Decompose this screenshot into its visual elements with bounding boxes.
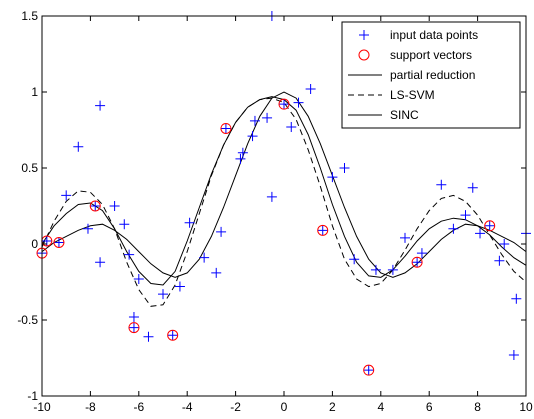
data-point [211,267,222,278]
data-point [327,172,338,183]
support-vector [484,220,496,232]
data-point [475,228,486,239]
x-tick-label: -8 [85,400,96,414]
legend-label: LS-SVM [390,88,435,102]
legend: input data points support vectors partial … [341,21,521,129]
legend-label: input data points [390,28,478,42]
support-vector [363,364,375,376]
support-vector [167,329,179,341]
x-tick-label: -10 [33,400,51,414]
y-axis-ticks: -1 -0.5 0 0.5 1 1.5 [17,9,526,403]
data-point [416,248,427,259]
x-tick-label: 0 [281,400,288,414]
support-vector [89,200,101,212]
data-point [124,249,135,260]
data-point [293,97,304,108]
y-tick-label: 0 [31,237,38,251]
y-tick-label: -1 [27,389,38,403]
support-vector [128,322,140,334]
y-tick-label: 1.5 [21,9,38,23]
data-point [511,293,522,304]
data-point [387,264,398,275]
support-vector [53,236,65,248]
data-point [167,330,178,341]
x-tick-label: 6 [426,400,433,414]
x-tick-label: -6 [133,400,144,414]
data-point [400,232,410,243]
y-tick-label: -0.5 [17,313,38,327]
x-tick-label: 2 [329,400,336,414]
data-point [249,115,260,126]
legend-item: input data points [359,28,478,42]
data-point [109,201,120,211]
data-point [235,153,246,164]
data-point [436,179,447,190]
data-point [95,100,106,111]
data-point [349,254,360,265]
support-vector [220,122,232,134]
data-point [262,112,273,123]
data-point [143,331,154,342]
data-point [370,264,381,275]
data-point [494,255,505,266]
data-point [460,210,471,221]
legend-item: partial reduction [348,68,475,82]
legend-item: SINC [348,108,419,122]
data-point [266,191,277,202]
legend-label: partial reduction [390,68,475,82]
data-point [90,201,101,211]
legend-item: LS-SVM [348,88,435,102]
data-point [363,365,374,376]
data-point [220,123,231,134]
data-point [317,225,328,236]
support-vector [278,98,290,110]
data-point [508,349,519,360]
x-tick-label: -2 [230,400,241,414]
data-point [53,237,64,248]
legend-item: support vectors [358,48,472,62]
y-tick-label: 0.5 [21,161,38,175]
x-tick-label: 8 [474,400,481,414]
legend-label: SINC [390,108,419,122]
data-point [61,190,72,201]
support-vector [317,224,329,236]
data-point [174,281,185,292]
data-point [305,83,316,94]
x-axis-ticks: -10 -8 -6 -4 -2 0 2 4 6 8 10 [33,16,533,414]
data-point [82,223,93,234]
data-point [247,131,258,142]
data-point [484,220,495,231]
support-vectors-layer [36,98,496,376]
legend-marker-plus [359,30,369,40]
x-tick-label: 4 [377,400,384,414]
data-point [119,219,130,230]
support-vector [411,256,423,268]
data-point [286,121,297,132]
data-point [199,252,210,263]
data-point [237,147,248,158]
x-tick-label: -4 [182,400,193,414]
data-point [184,217,195,228]
data-point [216,226,227,237]
legend-marker-circle [358,49,370,61]
data-point [499,239,510,249]
data-point [133,273,144,284]
data-point [73,141,84,152]
series-line-sinc [41,91,527,278]
data-point [158,289,168,300]
legend-label: support vectors [390,48,472,62]
x-tick-label: 10 [519,400,533,414]
y-tick-label: 1 [31,85,38,99]
data-point [279,99,289,110]
data-point [412,257,423,268]
data-point [128,322,139,333]
data-point [448,223,459,234]
data-point [128,311,139,322]
data-point [339,163,350,173]
data-point [95,257,106,268]
data-point [467,182,478,193]
